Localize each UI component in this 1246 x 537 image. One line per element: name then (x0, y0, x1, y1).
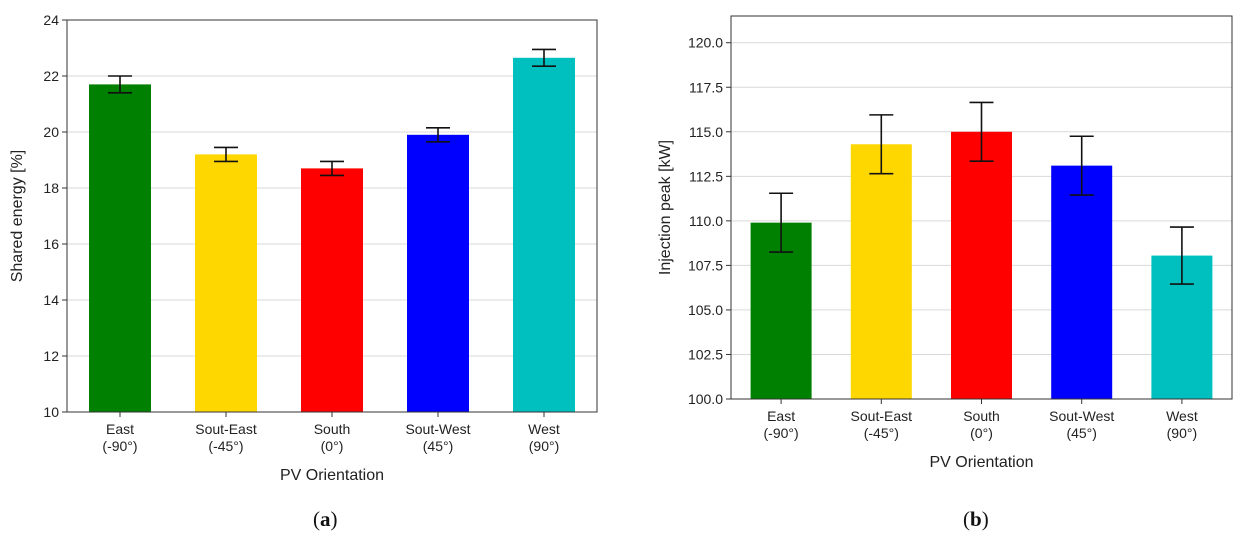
y-tick-label: 16 (43, 236, 59, 252)
caption-a: (a) (313, 507, 338, 531)
x-tick-label: West (90°) (1166, 408, 1198, 441)
y-tick-label: 105.0 (688, 302, 723, 318)
x-tick-label: Sout-East (-45°) (851, 408, 913, 441)
x-tick-label: Sout-West (45°) (1049, 408, 1114, 441)
y-tick-label: 10 (43, 404, 59, 420)
bar (301, 168, 363, 412)
y-tick-label: 20 (43, 124, 59, 140)
caption-b: (b) (963, 507, 989, 531)
y-tick-label: 112.5 (689, 168, 723, 184)
bar (407, 134, 469, 413)
y-tick-label: 115.0 (689, 124, 723, 140)
y-tick-label: 102.5 (688, 346, 723, 362)
bar (951, 131, 1012, 399)
y-tick-label: 110.0 (689, 213, 723, 229)
x-tick-label: Sout-East (-45°) (195, 421, 257, 454)
chart-a-shared-energy: 10 12 14 16 18 20 22 24 East (-90°) Sout-East (-45°… (9, 12, 598, 484)
x-axis-label: PV Orientation (929, 454, 1033, 471)
bar (89, 84, 151, 413)
y-tick-label: 107.5 (688, 257, 723, 273)
x-tick-label: East (-90°) (102, 421, 137, 454)
bar (850, 144, 912, 399)
y-tick-label: 14 (43, 292, 59, 308)
y-tick-label: 100.0 (688, 391, 723, 407)
caption-b-label: b (970, 507, 982, 531)
x-axis-label: PV Orientation (280, 467, 384, 484)
x-tick-label: South (0°) (314, 421, 351, 454)
plot-frame (66, 19, 598, 413)
caption-a-label: a (320, 507, 331, 531)
bar (1051, 165, 1113, 399)
y-tick-label: 117.5 (689, 79, 723, 95)
x-tick-label: South (0°) (963, 408, 1000, 441)
y-axis-label: Shared energy [%] (9, 150, 26, 283)
y-tick-label: 12 (43, 348, 59, 364)
y-tick-label: 120.0 (688, 35, 723, 51)
y-axis-label: Injection peak [kW] (657, 140, 674, 275)
chart-b-injection-peak: 100.0 102.5 105.0 107.5 110.0 112.5 115.0 117.5… (657, 15, 1233, 471)
y-tick-label: 22 (43, 68, 59, 84)
bar (513, 57, 575, 413)
x-tick-label: Sout-West (45°) (405, 421, 470, 454)
bar (195, 154, 257, 412)
y-tick-label: 18 (43, 180, 59, 196)
x-tick-label: East (-90°) (764, 408, 799, 441)
x-tick-label: West (90°) (528, 421, 560, 454)
y-tick-label: 24 (43, 12, 59, 28)
plot-frame (730, 15, 1233, 400)
